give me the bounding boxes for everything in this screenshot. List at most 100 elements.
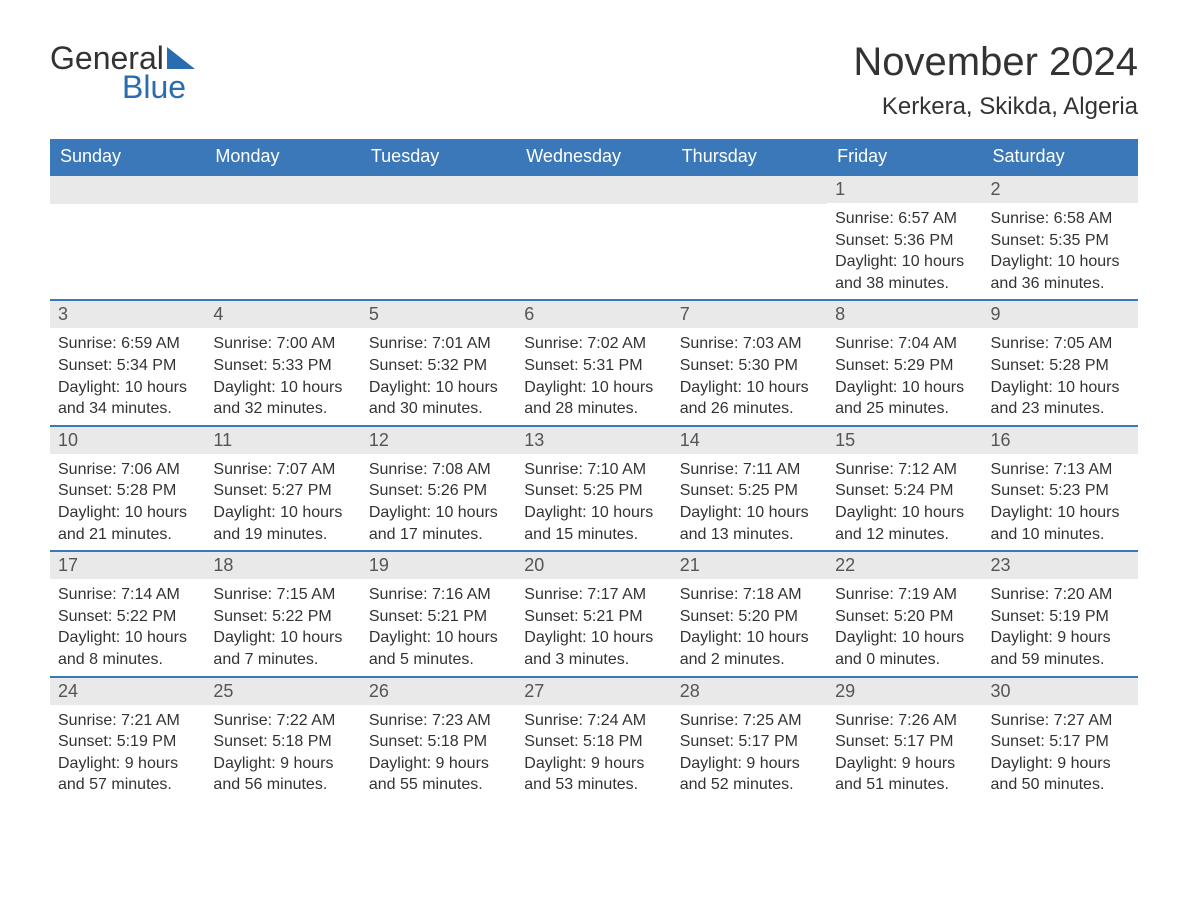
day-details: Sunrise: 7:03 AMSunset: 5:30 PMDaylight:… (672, 328, 827, 424)
day-number: 29 (827, 678, 982, 705)
day-cell: 5Sunrise: 7:01 AMSunset: 5:32 PMDaylight… (361, 301, 516, 424)
sunrise-line: Sunrise: 6:57 AM (835, 208, 974, 230)
day-cell: 23Sunrise: 7:20 AMSunset: 5:19 PMDayligh… (983, 552, 1138, 675)
day-cell: 20Sunrise: 7:17 AMSunset: 5:21 PMDayligh… (516, 552, 671, 675)
daylight-line: Daylight: 10 hours and 32 minutes. (213, 377, 352, 420)
day-details: Sunrise: 7:18 AMSunset: 5:20 PMDaylight:… (672, 579, 827, 675)
empty-day-header (672, 176, 827, 204)
day-cell: 14Sunrise: 7:11 AMSunset: 5:25 PMDayligh… (672, 427, 827, 550)
day-number: 25 (205, 678, 360, 705)
sunset-line: Sunset: 5:31 PM (524, 355, 663, 377)
day-details: Sunrise: 7:02 AMSunset: 5:31 PMDaylight:… (516, 328, 671, 424)
day-details: Sunrise: 7:06 AMSunset: 5:28 PMDaylight:… (50, 454, 205, 550)
sunset-line: Sunset: 5:36 PM (835, 230, 974, 252)
daylight-line: Daylight: 10 hours and 10 minutes. (991, 502, 1130, 545)
location-text: Kerkera, Skikda, Algeria (853, 93, 1138, 121)
sunrise-line: Sunrise: 7:14 AM (58, 584, 197, 606)
day-number: 11 (205, 427, 360, 454)
day-number: 30 (983, 678, 1138, 705)
daylight-line: Daylight: 10 hours and 26 minutes. (680, 377, 819, 420)
daylight-line: Daylight: 10 hours and 13 minutes. (680, 502, 819, 545)
daylight-line: Daylight: 10 hours and 19 minutes. (213, 502, 352, 545)
sunset-line: Sunset: 5:17 PM (991, 731, 1130, 753)
day-number: 6 (516, 301, 671, 328)
sunset-line: Sunset: 5:27 PM (213, 480, 352, 502)
day-cell (516, 176, 671, 299)
sunrise-line: Sunrise: 7:27 AM (991, 710, 1130, 732)
day-details: Sunrise: 7:11 AMSunset: 5:25 PMDaylight:… (672, 454, 827, 550)
day-header: Sunday (50, 139, 205, 174)
week-row: 17Sunrise: 7:14 AMSunset: 5:22 PMDayligh… (50, 550, 1138, 675)
day-details: Sunrise: 7:17 AMSunset: 5:21 PMDaylight:… (516, 579, 671, 675)
day-number: 7 (672, 301, 827, 328)
daylight-line: Daylight: 10 hours and 23 minutes. (991, 377, 1130, 420)
day-header-row: SundayMondayTuesdayWednesdayThursdayFrid… (50, 139, 1138, 174)
sunrise-line: Sunrise: 7:25 AM (680, 710, 819, 732)
sunset-line: Sunset: 5:24 PM (835, 480, 974, 502)
weeks-container: 1Sunrise: 6:57 AMSunset: 5:36 PMDaylight… (50, 174, 1138, 801)
day-header: Friday (827, 139, 982, 174)
day-cell: 4Sunrise: 7:00 AMSunset: 5:33 PMDaylight… (205, 301, 360, 424)
sunset-line: Sunset: 5:29 PM (835, 355, 974, 377)
day-number: 2 (983, 176, 1138, 203)
day-details: Sunrise: 6:58 AMSunset: 5:35 PMDaylight:… (983, 203, 1138, 299)
empty-day-header (516, 176, 671, 204)
sunrise-line: Sunrise: 7:06 AM (58, 459, 197, 481)
day-cell: 18Sunrise: 7:15 AMSunset: 5:22 PMDayligh… (205, 552, 360, 675)
sunset-line: Sunset: 5:21 PM (524, 606, 663, 628)
day-details: Sunrise: 7:16 AMSunset: 5:21 PMDaylight:… (361, 579, 516, 675)
logo: General Blue (50, 40, 195, 106)
week-row: 24Sunrise: 7:21 AMSunset: 5:19 PMDayligh… (50, 676, 1138, 801)
daylight-line: Daylight: 10 hours and 0 minutes. (835, 627, 974, 670)
month-title: November 2024 (853, 40, 1138, 85)
day-cell (50, 176, 205, 299)
sunrise-line: Sunrise: 7:08 AM (369, 459, 508, 481)
day-details: Sunrise: 7:27 AMSunset: 5:17 PMDaylight:… (983, 705, 1138, 801)
sunset-line: Sunset: 5:20 PM (680, 606, 819, 628)
day-details: Sunrise: 7:21 AMSunset: 5:19 PMDaylight:… (50, 705, 205, 801)
day-details: Sunrise: 7:13 AMSunset: 5:23 PMDaylight:… (983, 454, 1138, 550)
day-number: 20 (516, 552, 671, 579)
daylight-line: Daylight: 10 hours and 15 minutes. (524, 502, 663, 545)
week-row: 3Sunrise: 6:59 AMSunset: 5:34 PMDaylight… (50, 299, 1138, 424)
sunset-line: Sunset: 5:28 PM (991, 355, 1130, 377)
sunrise-line: Sunrise: 7:19 AM (835, 584, 974, 606)
daylight-line: Daylight: 9 hours and 59 minutes. (991, 627, 1130, 670)
sunrise-line: Sunrise: 7:10 AM (524, 459, 663, 481)
day-details: Sunrise: 6:59 AMSunset: 5:34 PMDaylight:… (50, 328, 205, 424)
day-number: 12 (361, 427, 516, 454)
calendar: SundayMondayTuesdayWednesdayThursdayFrid… (50, 139, 1138, 801)
sunrise-line: Sunrise: 6:59 AM (58, 333, 197, 355)
day-cell: 26Sunrise: 7:23 AMSunset: 5:18 PMDayligh… (361, 678, 516, 801)
sunrise-line: Sunrise: 7:18 AM (680, 584, 819, 606)
sunrise-line: Sunrise: 7:16 AM (369, 584, 508, 606)
day-number: 18 (205, 552, 360, 579)
day-details: Sunrise: 7:19 AMSunset: 5:20 PMDaylight:… (827, 579, 982, 675)
day-cell: 8Sunrise: 7:04 AMSunset: 5:29 PMDaylight… (827, 301, 982, 424)
sunrise-line: Sunrise: 7:24 AM (524, 710, 663, 732)
day-details: Sunrise: 6:57 AMSunset: 5:36 PMDaylight:… (827, 203, 982, 299)
day-number: 14 (672, 427, 827, 454)
day-number: 16 (983, 427, 1138, 454)
daylight-line: Daylight: 10 hours and 34 minutes. (58, 377, 197, 420)
day-cell: 22Sunrise: 7:19 AMSunset: 5:20 PMDayligh… (827, 552, 982, 675)
sunrise-line: Sunrise: 7:23 AM (369, 710, 508, 732)
sunrise-line: Sunrise: 7:26 AM (835, 710, 974, 732)
day-number: 4 (205, 301, 360, 328)
day-number: 22 (827, 552, 982, 579)
day-details: Sunrise: 7:20 AMSunset: 5:19 PMDaylight:… (983, 579, 1138, 675)
daylight-line: Daylight: 10 hours and 36 minutes. (991, 251, 1130, 294)
daylight-line: Daylight: 10 hours and 8 minutes. (58, 627, 197, 670)
day-details: Sunrise: 7:24 AMSunset: 5:18 PMDaylight:… (516, 705, 671, 801)
day-cell: 30Sunrise: 7:27 AMSunset: 5:17 PMDayligh… (983, 678, 1138, 801)
day-number: 13 (516, 427, 671, 454)
sunrise-line: Sunrise: 7:04 AM (835, 333, 974, 355)
sunset-line: Sunset: 5:30 PM (680, 355, 819, 377)
sunrise-line: Sunrise: 7:01 AM (369, 333, 508, 355)
week-row: 10Sunrise: 7:06 AMSunset: 5:28 PMDayligh… (50, 425, 1138, 550)
sunset-line: Sunset: 5:22 PM (213, 606, 352, 628)
day-details: Sunrise: 7:15 AMSunset: 5:22 PMDaylight:… (205, 579, 360, 675)
daylight-line: Daylight: 10 hours and 28 minutes. (524, 377, 663, 420)
logo-text-blue: Blue (122, 69, 195, 106)
sunset-line: Sunset: 5:26 PM (369, 480, 508, 502)
